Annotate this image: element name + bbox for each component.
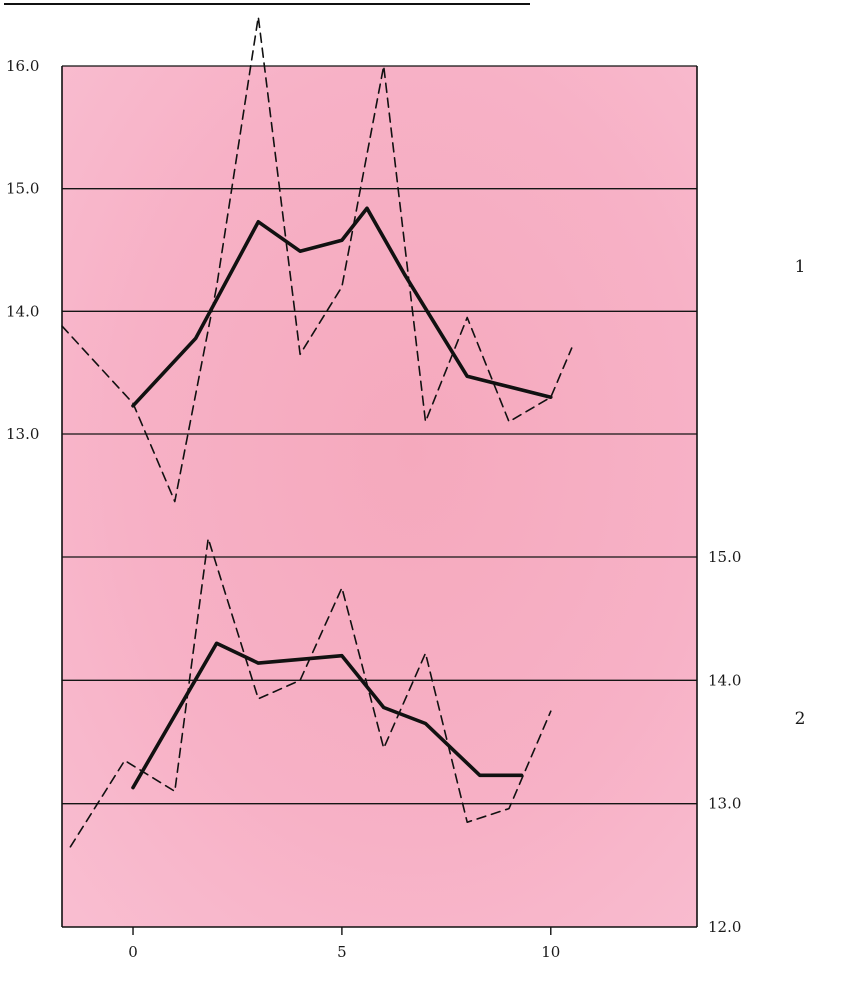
y-tick-label: 13.0 (6, 425, 39, 443)
x-tick-label: 0 (128, 943, 138, 961)
y-tick-label: 16.0 (6, 57, 39, 75)
y-tick-label: 12.0 (708, 918, 741, 936)
series-lines (61, 16, 573, 848)
y-tick-label: 14.0 (708, 671, 741, 689)
x-tick-label: 5 (337, 943, 347, 961)
plot-frame (4, 3, 698, 935)
plot-background (62, 66, 697, 927)
solid-series-line (131, 641, 524, 790)
gridlines (62, 188, 697, 805)
y-tick-label: 15.0 (708, 548, 741, 566)
dashed-series-line (69, 537, 552, 848)
solid-series-line (131, 206, 553, 408)
y-tick-label: 15.0 (6, 180, 39, 198)
panel-label: 2 (795, 709, 806, 729)
dashed-series-line (61, 16, 573, 503)
x-tick-label: 10 (541, 943, 560, 961)
axis-labels: 0 5 10 13.0 14.0 15.0 16.0 1 12.0 13.0 14.0 15.0 2 (6, 57, 805, 961)
y-tick-label: 14.0 (6, 302, 39, 320)
y-tick-label: 13.0 (708, 795, 741, 813)
panel-label: 1 (795, 257, 806, 277)
